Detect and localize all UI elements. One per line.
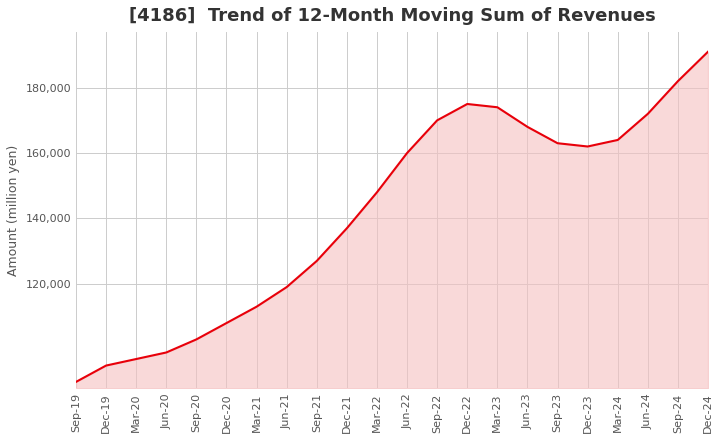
Title: [4186]  Trend of 12-Month Moving Sum of Revenues: [4186] Trend of 12-Month Moving Sum of R… — [129, 7, 655, 25]
Y-axis label: Amount (million yen): Amount (million yen) — [7, 145, 20, 276]
